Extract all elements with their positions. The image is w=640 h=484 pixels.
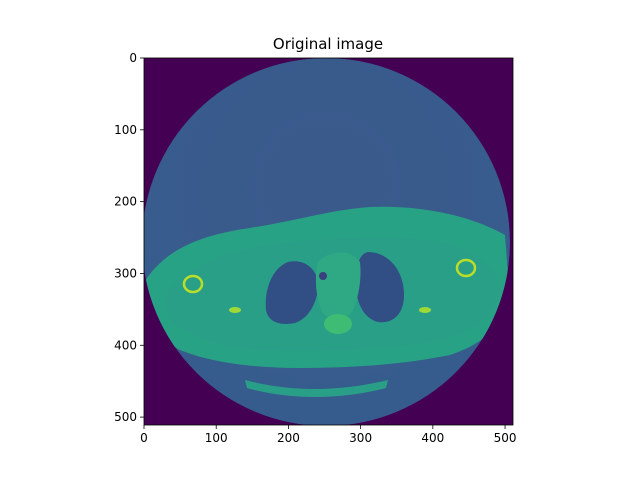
y-tick-label: 0 (129, 51, 137, 65)
y-tick-label: 100 (114, 123, 137, 137)
y-tick-label: 500 (114, 410, 137, 424)
y-tick-label: 200 (114, 195, 137, 209)
x-tick-label: 0 (140, 431, 148, 445)
x-tick-label: 200 (277, 431, 300, 445)
axes-frame (143, 57, 514, 426)
x-axis: 0 100 200 300 400 500 (140, 425, 517, 445)
scanner-table (245, 380, 388, 397)
y-tick-label: 400 (114, 338, 137, 352)
y-axis: 0 100 200 300 400 500 (114, 51, 144, 424)
ct-image (144, 58, 513, 425)
trachea (319, 272, 327, 280)
y-tick-label: 300 (114, 266, 137, 280)
lung-left (356, 252, 404, 323)
bone-right-arm (182, 274, 204, 294)
scapula-left (419, 307, 431, 313)
vertebra (324, 314, 352, 334)
mediastinum (315, 252, 361, 319)
scapula-right (229, 307, 241, 313)
x-tick-label: 500 (494, 431, 517, 445)
lung-right (265, 261, 318, 324)
x-tick-label: 100 (205, 431, 228, 445)
x-tick-label: 400 (421, 431, 444, 445)
x-tick-label: 300 (349, 431, 372, 445)
bone-left-arm (455, 258, 477, 278)
figure-title: Original image (273, 35, 383, 53)
